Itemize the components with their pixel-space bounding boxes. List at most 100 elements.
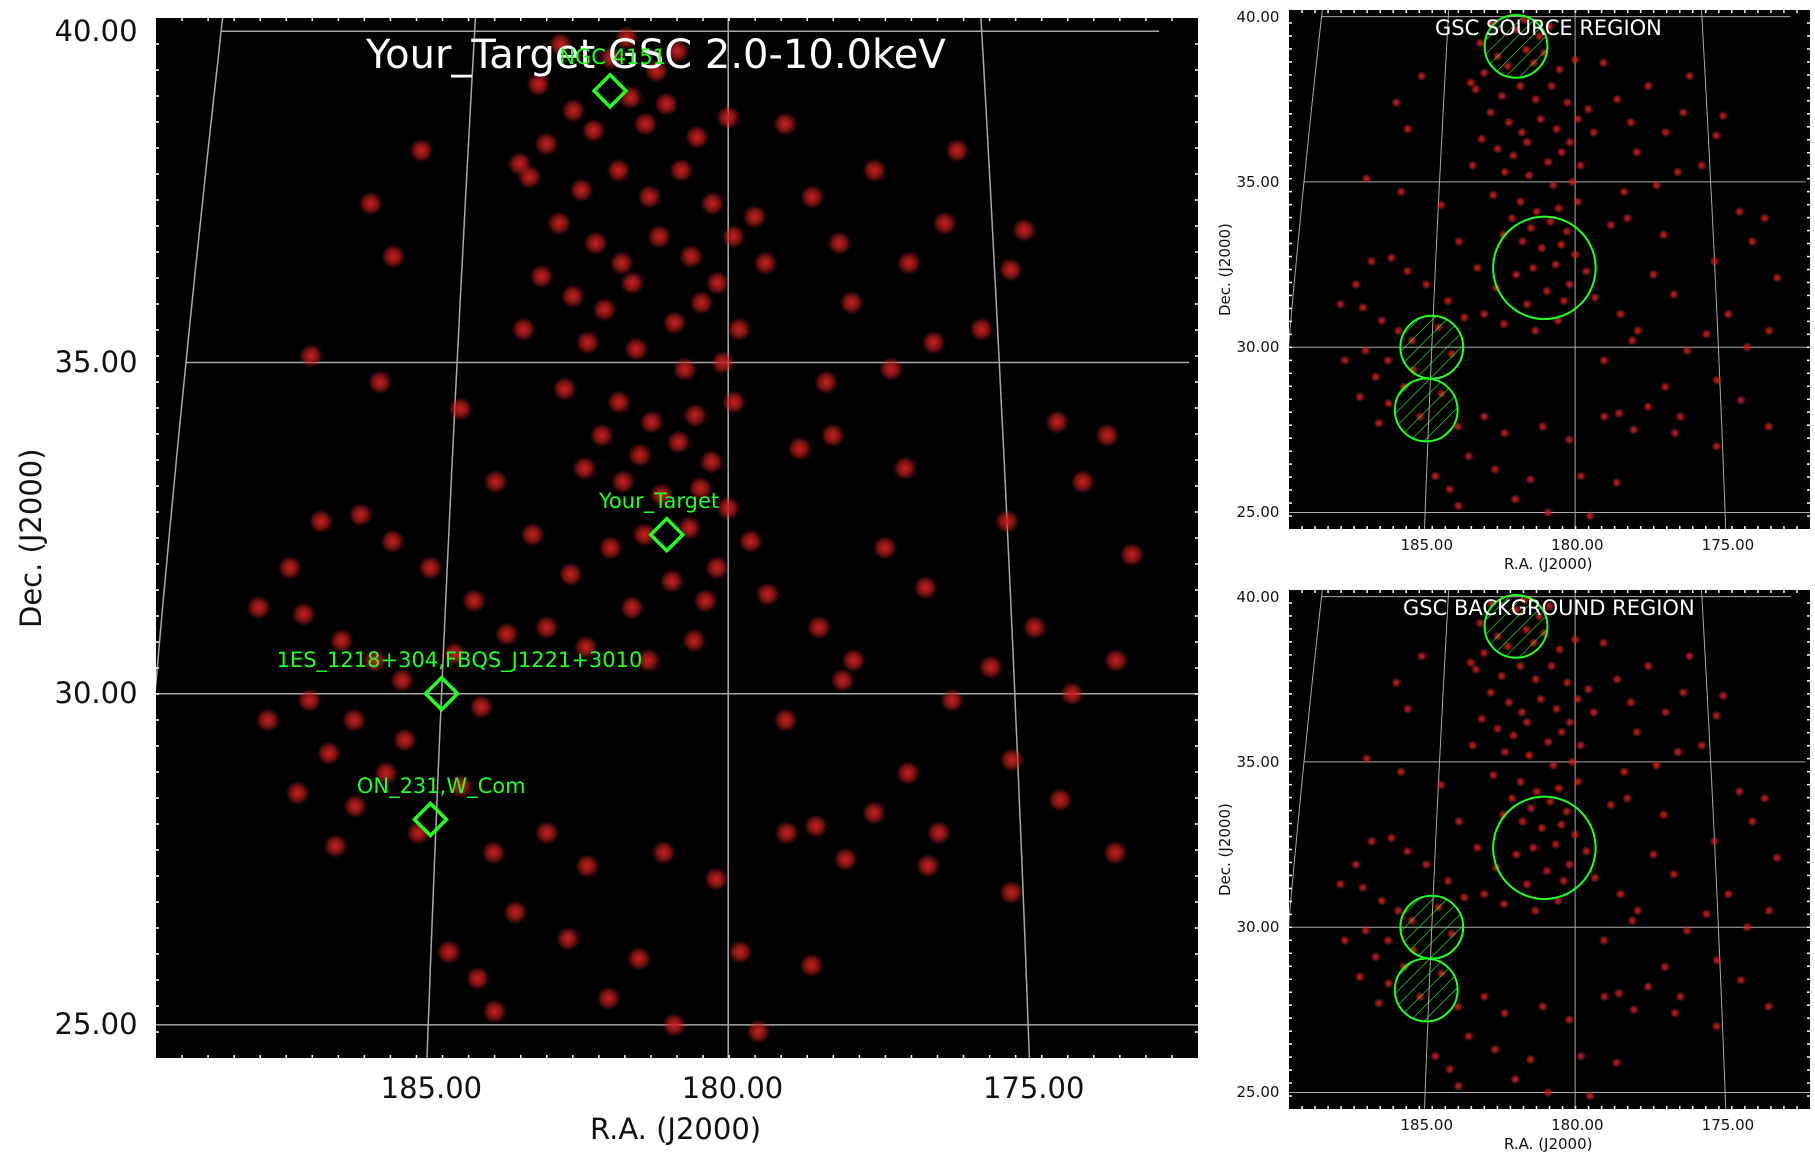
event-point <box>1561 806 1572 817</box>
event-point <box>609 251 634 276</box>
event-point <box>1558 295 1569 306</box>
ra-grid-line <box>156 18 224 691</box>
source-region-title: GSC SOURCE REGION <box>1435 16 1662 40</box>
event-point <box>1554 64 1565 75</box>
event-point <box>1535 114 1546 125</box>
y-tick-label: 40.00 <box>1236 587 1280 606</box>
event-point <box>1485 687 1496 698</box>
event-point <box>1360 925 1371 936</box>
event-point <box>654 92 679 117</box>
event-point <box>1562 677 1573 688</box>
hatched-region-circle <box>1393 957 1459 1023</box>
event-point <box>1535 694 1546 705</box>
y-tick-label: 40.00 <box>1236 7 1280 26</box>
event-point <box>1764 325 1774 336</box>
event-point <box>689 290 714 315</box>
event-point <box>552 377 577 401</box>
x-tick-label: 180.00 <box>1551 1115 1604 1134</box>
event-point <box>1598 57 1609 68</box>
event-point <box>1736 975 1746 986</box>
event-point <box>1048 787 1073 812</box>
event-point <box>309 509 334 534</box>
event-point <box>1613 988 1624 999</box>
event-point <box>862 158 887 183</box>
event-point <box>1444 484 1455 495</box>
event-point <box>700 191 725 216</box>
event-point <box>1660 707 1671 718</box>
event-point <box>1658 229 1669 240</box>
event-point <box>381 244 406 269</box>
event-point <box>1605 799 1616 810</box>
event-point <box>1742 922 1753 933</box>
event-point <box>662 1012 687 1037</box>
event-point <box>1734 786 1745 797</box>
event-point <box>362 648 387 673</box>
event-point <box>1537 421 1548 432</box>
event-point <box>1575 160 1586 171</box>
event-point <box>1470 84 1481 95</box>
event-point <box>1436 780 1447 790</box>
event-point <box>1430 1051 1441 1062</box>
event-point <box>896 761 920 786</box>
background-region-plot <box>1289 590 1810 1109</box>
event-point <box>682 628 707 653</box>
event-point <box>1763 1001 1774 1012</box>
event-point <box>317 741 342 766</box>
event-point <box>1476 713 1487 724</box>
event-point <box>1421 279 1432 290</box>
event-point <box>803 814 828 839</box>
event-point <box>1611 1057 1622 1068</box>
event-point <box>1553 203 1564 214</box>
event-point <box>728 940 753 964</box>
event-point <box>1572 694 1583 705</box>
event-point <box>651 840 676 865</box>
event-point <box>598 535 623 560</box>
event-point <box>1718 690 1729 701</box>
event-point <box>1525 474 1536 485</box>
event-point <box>705 555 729 580</box>
event-point <box>575 330 600 355</box>
event-point <box>1366 256 1377 267</box>
event-point <box>1564 279 1575 290</box>
event-point <box>879 357 904 382</box>
event-point <box>716 105 741 130</box>
event-point <box>291 602 316 627</box>
event-point <box>1588 127 1599 138</box>
event-point <box>1393 325 1404 336</box>
event-point <box>1443 875 1453 886</box>
event-point <box>1472 262 1483 273</box>
event-point <box>1747 236 1758 247</box>
event-point <box>1660 961 1670 972</box>
event-point <box>1515 776 1526 787</box>
event-point <box>1622 793 1633 804</box>
event-point <box>1611 477 1622 488</box>
event-point <box>1526 803 1536 814</box>
event-point <box>1370 371 1381 382</box>
event-point <box>1651 180 1662 191</box>
event-point <box>1515 196 1526 207</box>
event-point <box>1709 256 1720 267</box>
background-region-ylabel: Dec. (J2000) <box>1216 803 1234 896</box>
event-point <box>1589 872 1600 883</box>
source-region-circle <box>1492 795 1597 901</box>
event-point <box>1498 229 1509 240</box>
event-point <box>633 112 658 136</box>
event-point <box>999 747 1024 772</box>
event-point <box>1467 740 1478 751</box>
event-point <box>547 211 572 236</box>
event-point <box>1648 269 1659 280</box>
event-point <box>710 350 735 375</box>
event-point <box>1459 892 1470 903</box>
event-point <box>1682 345 1692 356</box>
event-point <box>978 655 1003 680</box>
event-point <box>862 800 886 825</box>
ra-grid-line <box>1423 10 1450 529</box>
event-point <box>1632 905 1643 916</box>
event-point <box>1701 909 1712 919</box>
event-point <box>679 244 703 269</box>
event-point <box>998 257 1023 282</box>
event-point <box>561 98 586 123</box>
event-point <box>494 622 519 647</box>
source-marker <box>423 675 461 713</box>
event-point <box>1575 740 1586 751</box>
